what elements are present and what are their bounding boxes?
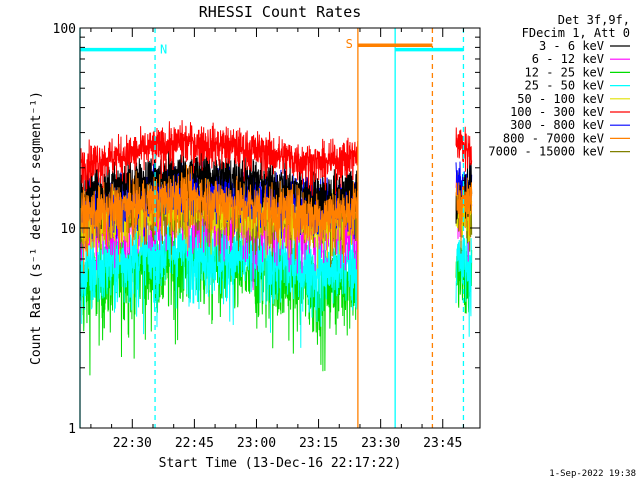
legend-label: 12 - 25 keV: [525, 65, 604, 79]
y-axis-label: Count Rate (s⁻¹ detector segment⁻¹): [29, 91, 44, 365]
legend-entry: 300 - 800 keV: [510, 118, 630, 132]
legend-header-line-2: FDecim 1, Att 0: [522, 26, 630, 40]
legend-entry: 3 - 6 keV: [539, 39, 630, 53]
x-tick-label: 22:30: [113, 436, 152, 451]
x-tick-label: 23:15: [299, 436, 338, 451]
y-tick-label: 10: [60, 222, 76, 237]
legend-label: 6 - 12 keV: [532, 52, 604, 66]
x-axis-label: Start Time (13-Dec-16 22:17:22): [159, 456, 402, 471]
x-tick-label: 23:00: [237, 436, 276, 451]
legend-entry: 100 - 300 keV: [510, 105, 630, 119]
legend-entry: 25 - 50 keV: [525, 79, 630, 93]
flag-label-n: N: [160, 43, 167, 57]
x-tick-label: 23:30: [361, 436, 400, 451]
legend-label: 300 - 800 keV: [510, 118, 604, 132]
legend-entry: 7000 - 15000 keV: [488, 145, 630, 159]
legend-entry: 12 - 25 keV: [525, 65, 630, 79]
legend-entry: 50 - 100 keV: [517, 92, 630, 106]
legend-label: 3 - 6 keV: [539, 39, 604, 53]
legend-label: 100 - 300 keV: [510, 105, 604, 119]
x-tick-label: 22:45: [175, 436, 214, 451]
flag-label-s: S: [346, 37, 353, 51]
y-tick-label: 1: [68, 422, 76, 437]
legend-label: 50 - 100 keV: [517, 92, 604, 106]
y-axis: 1 10 100: [53, 22, 480, 437]
x-axis: 22:30 22:45 23:00 23:15 23:30 23:45: [90, 28, 464, 451]
chart-title: RHESSI Count Rates: [199, 3, 362, 21]
legend-header: Det 3f,9f, FDecim 1, Att 0: [522, 13, 630, 40]
legend-label: 7000 - 15000 keV: [488, 145, 604, 159]
series-line-6: [79, 120, 473, 196]
legend-label: 800 - 7000 keV: [503, 131, 604, 145]
legend-entry: 6 - 12 keV: [532, 52, 630, 66]
legend-header-line-1: Det 3f,9f,: [558, 13, 630, 27]
x-tick-label: 23:45: [423, 436, 462, 451]
y-tick-label: 100: [53, 22, 76, 37]
legend-label: 25 - 50 keV: [525, 79, 604, 93]
footer-timestamp: 1-Sep-2022 19:38: [549, 469, 636, 479]
legend-entry: 800 - 7000 keV: [503, 131, 630, 145]
